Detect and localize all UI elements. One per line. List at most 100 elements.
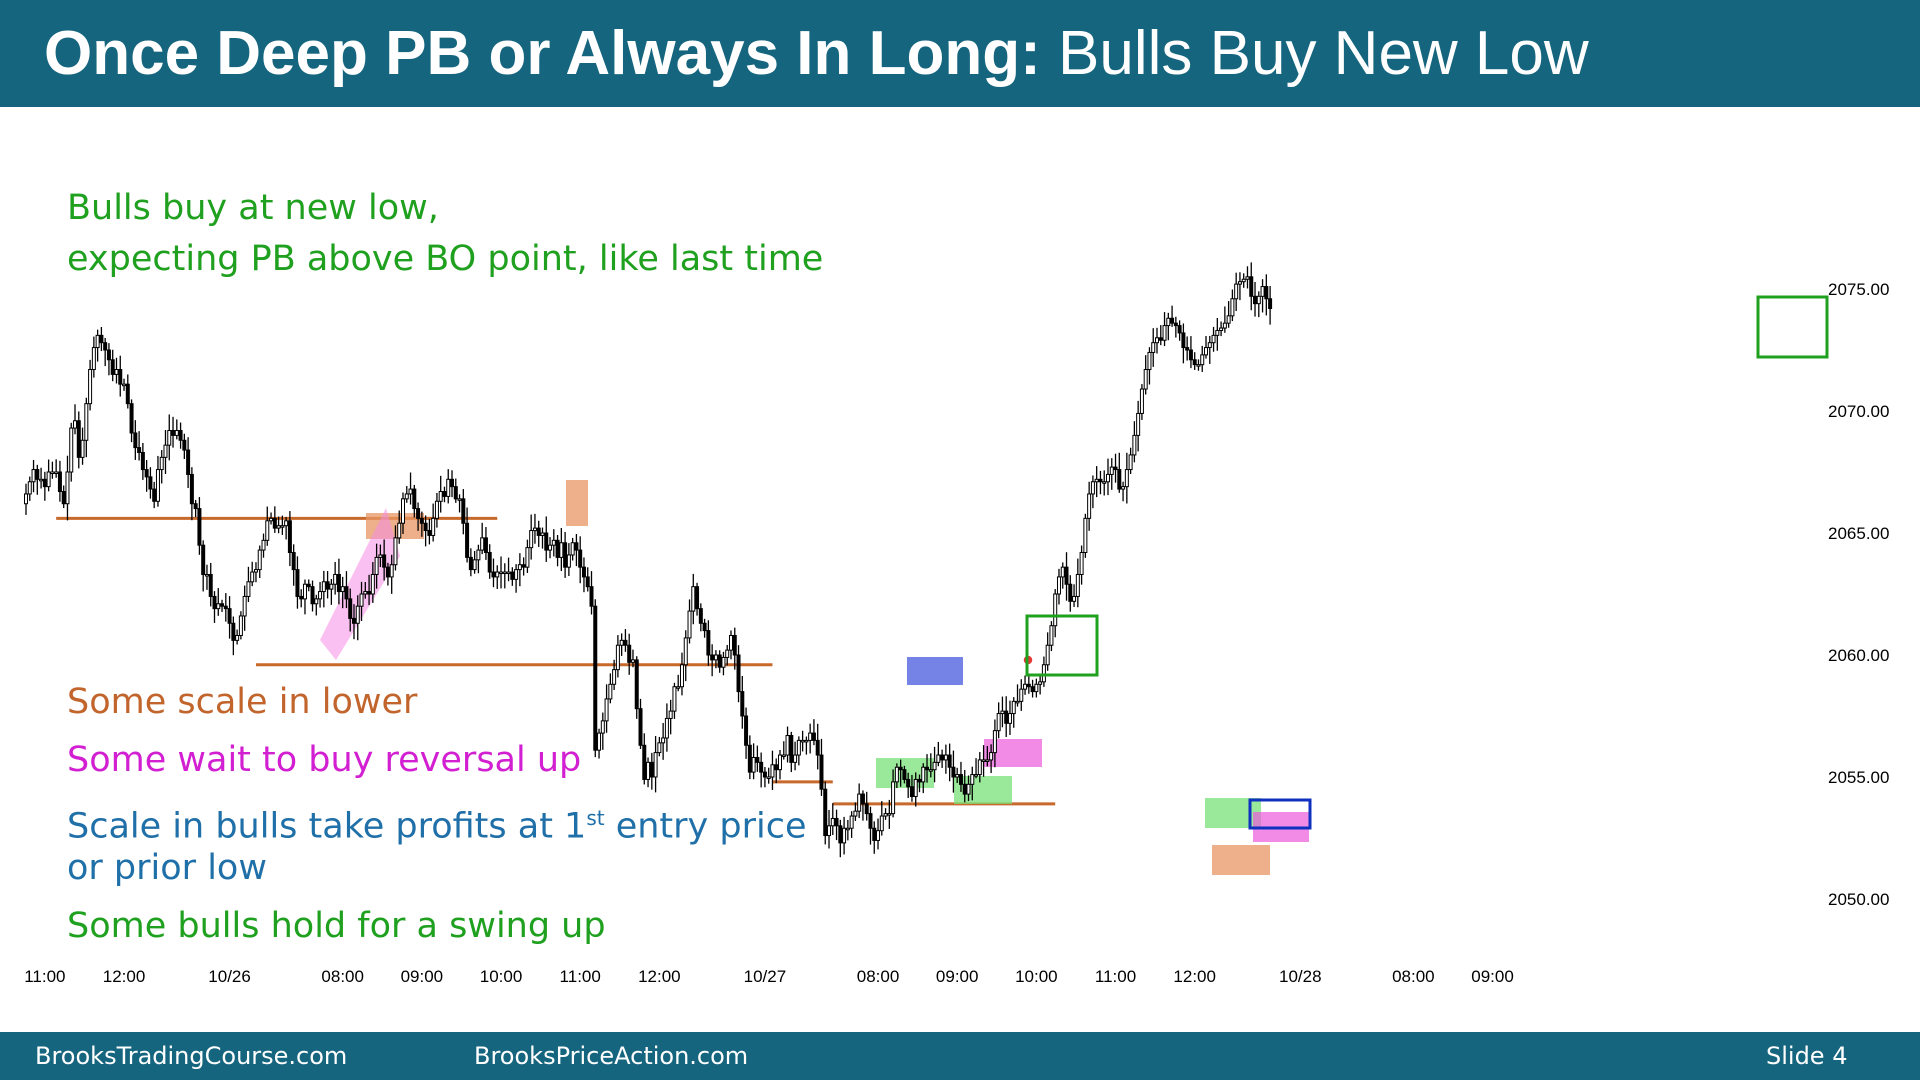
candle-body <box>1098 478 1103 483</box>
candle <box>69 422 74 482</box>
candle-body <box>879 815 884 832</box>
candle-body <box>555 539 560 558</box>
candle <box>1132 421 1137 463</box>
candle-body <box>1177 325 1182 334</box>
candle <box>1139 384 1144 420</box>
candle <box>318 582 323 608</box>
candle <box>906 772 911 799</box>
candle-body <box>876 830 881 841</box>
candle-body <box>1264 286 1269 300</box>
candle <box>992 719 997 768</box>
candle-body <box>811 732 816 741</box>
candle <box>1256 291 1261 318</box>
y-tick-label: 2065.00 <box>1828 524 1889 543</box>
candle-body <box>532 527 537 532</box>
candle-body <box>838 825 843 844</box>
candle <box>122 378 127 391</box>
footer-center-link[interactable]: BrooksPriceAction.com <box>474 1042 749 1070</box>
candle-body <box>989 752 994 761</box>
candle <box>1207 335 1212 364</box>
candle <box>838 819 843 858</box>
candle-body <box>891 781 896 815</box>
candle <box>295 556 300 609</box>
candle <box>860 790 865 821</box>
candle-body <box>502 571 507 575</box>
candle <box>306 579 311 592</box>
candle-body <box>306 583 311 588</box>
candle <box>627 633 632 675</box>
candle <box>721 651 726 676</box>
candle-body <box>691 586 696 612</box>
candle <box>152 481 157 509</box>
candle-body <box>103 342 108 351</box>
candle <box>212 591 217 623</box>
candle <box>1124 452 1129 504</box>
candle-body <box>408 488 413 495</box>
candle <box>747 735 752 780</box>
candle-body <box>1170 317 1175 324</box>
x-tick-label: 10/28 <box>1279 967 1322 986</box>
candle-body <box>246 581 251 597</box>
candle-body <box>894 766 899 783</box>
candle-body <box>732 634 737 656</box>
candle <box>608 673 613 704</box>
candle <box>977 752 982 783</box>
candle <box>774 758 779 784</box>
candle <box>879 801 884 836</box>
candle <box>679 652 684 696</box>
candle <box>898 759 903 787</box>
candle-body <box>985 759 990 762</box>
candle-body <box>1004 710 1009 724</box>
candle <box>664 703 669 752</box>
candle <box>589 571 594 615</box>
price-chart: 2075.00 2070.00 2065.00 2060.00 2055.00 2050.… <box>24 262 1889 986</box>
candle-body <box>208 573 213 597</box>
candle <box>894 763 899 788</box>
candle-body <box>1109 466 1114 475</box>
candle <box>710 644 715 677</box>
candle <box>1004 696 1009 738</box>
candle-body <box>1083 517 1088 554</box>
footer-left-link[interactable]: BrooksTradingCourse.com <box>35 1042 348 1070</box>
candle <box>1000 696 1005 728</box>
candle <box>155 455 160 507</box>
green-outline-box <box>1756 295 1829 359</box>
x-axis-labels: 11:00 12:00 10/26 08:00 09:00 10:00 11:00 12:00… <box>24 967 1514 986</box>
candle-body <box>1053 593 1058 627</box>
candle-body <box>604 698 609 722</box>
candle <box>382 539 387 581</box>
candle <box>1056 568 1061 605</box>
candle <box>333 561 338 595</box>
candle-body <box>521 564 526 568</box>
candle <box>925 754 930 783</box>
candle-body <box>1234 283 1239 300</box>
x-tick-label: 11:00 <box>560 967 601 986</box>
candle-body <box>370 573 375 595</box>
candle <box>958 761 963 792</box>
candle <box>31 459 36 493</box>
candle-body <box>118 369 123 385</box>
candle <box>962 769 967 803</box>
note-wait-text: Some wait to buy reversal up <box>67 740 582 780</box>
candle <box>42 471 47 501</box>
candle-body <box>1207 342 1212 349</box>
candle <box>1011 697 1016 728</box>
candle <box>612 659 617 691</box>
candle-body <box>1087 493 1092 519</box>
candle <box>231 616 236 656</box>
candle-body <box>336 573 341 593</box>
candle <box>981 745 986 777</box>
candle-body <box>725 649 730 658</box>
candle <box>936 741 941 767</box>
candle-body <box>638 708 643 746</box>
candle-body <box>61 491 66 505</box>
candle <box>1034 678 1039 698</box>
candle-body <box>125 383 130 405</box>
candle <box>811 719 816 746</box>
candle <box>483 527 488 560</box>
candle <box>491 558 496 588</box>
candle <box>419 511 424 537</box>
candle-body <box>1204 347 1209 356</box>
candle-body <box>321 581 326 593</box>
x-tick-label: 10/26 <box>208 967 251 986</box>
